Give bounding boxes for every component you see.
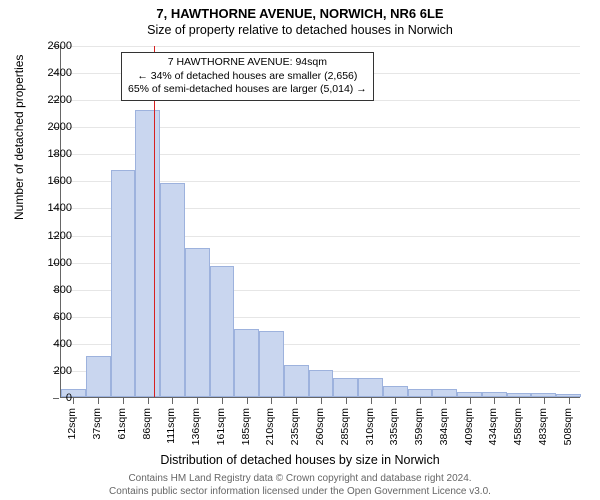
histogram-bar (135, 110, 160, 397)
x-tick-label: 335sqm (388, 408, 400, 445)
x-tick-label: 359sqm (413, 408, 425, 445)
y-tick-label: 1000 (32, 257, 72, 269)
histogram-bar (185, 248, 210, 397)
y-tick-label: 200 (32, 365, 72, 377)
histogram-bar (111, 170, 136, 397)
histogram-bar (383, 386, 408, 397)
annotation-line-3: 65% of semi-detached houses are larger (… (128, 83, 367, 97)
x-tick-label: 12sqm (66, 408, 78, 440)
histogram-bar (210, 266, 235, 397)
y-tick-label: 2600 (32, 40, 72, 52)
x-tick (395, 398, 396, 404)
x-tick-label: 434sqm (487, 408, 499, 445)
x-tick-label: 136sqm (190, 408, 202, 445)
x-tick (271, 398, 272, 404)
footer-line-1: Contains HM Land Registry data © Crown c… (0, 473, 600, 486)
histogram-chart: 7 HAWTHORNE AVENUE: 94sqm← 34% of detach… (60, 46, 580, 398)
y-tick-label: 2200 (32, 94, 72, 106)
x-tick (346, 398, 347, 404)
x-tick (247, 398, 248, 404)
x-tick (544, 398, 545, 404)
x-tick-label: 483sqm (537, 408, 549, 445)
page-title: 7, HAWTHORNE AVENUE, NORWICH, NR6 6LE (0, 0, 600, 21)
x-tick (172, 398, 173, 404)
x-tick-label: 260sqm (314, 408, 326, 445)
x-tick (494, 398, 495, 404)
x-tick (519, 398, 520, 404)
x-tick-label: 235sqm (289, 408, 301, 445)
annotation-line-2: ← 34% of detached houses are smaller (2,… (128, 70, 367, 84)
x-tick-label: 185sqm (240, 408, 252, 445)
x-tick-label: 61sqm (116, 408, 128, 440)
histogram-bar (259, 331, 284, 397)
x-tick-label: 458sqm (512, 408, 524, 445)
x-tick (123, 398, 124, 404)
page-subtitle: Size of property relative to detached ho… (0, 21, 600, 41)
histogram-bar (531, 393, 556, 397)
x-tick-label: 285sqm (339, 408, 351, 445)
y-tick-label: 2000 (32, 121, 72, 133)
x-tick-label: 161sqm (215, 408, 227, 445)
histogram-bar (160, 183, 185, 397)
footer-line-2: Contains public sector information licen… (0, 486, 600, 499)
y-tick-label: 1800 (32, 148, 72, 160)
x-tick-label: 210sqm (264, 408, 276, 445)
histogram-bar (408, 389, 433, 397)
x-tick-label: 37sqm (91, 408, 103, 440)
histogram-bar (358, 378, 383, 397)
x-tick (371, 398, 372, 404)
x-tick (222, 398, 223, 404)
x-tick-label: 409sqm (463, 408, 475, 445)
x-tick-label: 508sqm (562, 408, 574, 445)
x-axis-label: Distribution of detached houses by size … (0, 453, 600, 467)
histogram-bar (482, 392, 507, 397)
y-tick-label: 1200 (32, 230, 72, 242)
x-tick-label: 86sqm (141, 408, 153, 440)
y-tick-label: 1400 (32, 202, 72, 214)
x-tick (148, 398, 149, 404)
histogram-bar (333, 378, 358, 397)
y-tick-label: 2400 (32, 67, 72, 79)
x-tick (445, 398, 446, 404)
x-tick (569, 398, 570, 404)
x-tick-label: 384sqm (438, 408, 450, 445)
y-tick-label: 0 (32, 392, 72, 404)
y-tick-label: 1600 (32, 175, 72, 187)
histogram-bar (234, 329, 259, 397)
x-tick-label: 111sqm (165, 408, 177, 444)
x-tick (197, 398, 198, 404)
histogram-bar (86, 356, 111, 397)
histogram-bar (309, 370, 334, 397)
x-tick (321, 398, 322, 404)
histogram-bar (556, 394, 581, 397)
x-tick (296, 398, 297, 404)
x-tick-label: 310sqm (364, 408, 376, 445)
annotation-box: 7 HAWTHORNE AVENUE: 94sqm← 34% of detach… (121, 52, 374, 101)
x-tick (470, 398, 471, 404)
y-tick-label: 800 (32, 284, 72, 296)
gridline (61, 46, 580, 47)
footer-attribution: Contains HM Land Registry data © Crown c… (0, 473, 600, 498)
plot-area: 7 HAWTHORNE AVENUE: 94sqm← 34% of detach… (60, 46, 580, 398)
x-tick (73, 398, 74, 404)
y-tick-label: 400 (32, 338, 72, 350)
histogram-bar (284, 365, 309, 397)
y-axis-label: Number of detached properties (12, 55, 26, 220)
histogram-bar (457, 392, 482, 397)
histogram-bar (432, 389, 457, 397)
histogram-bar (507, 393, 532, 397)
x-tick (98, 398, 99, 404)
y-tick-label: 600 (32, 311, 72, 323)
annotation-line-1: 7 HAWTHORNE AVENUE: 94sqm (128, 56, 367, 70)
x-tick (420, 398, 421, 404)
